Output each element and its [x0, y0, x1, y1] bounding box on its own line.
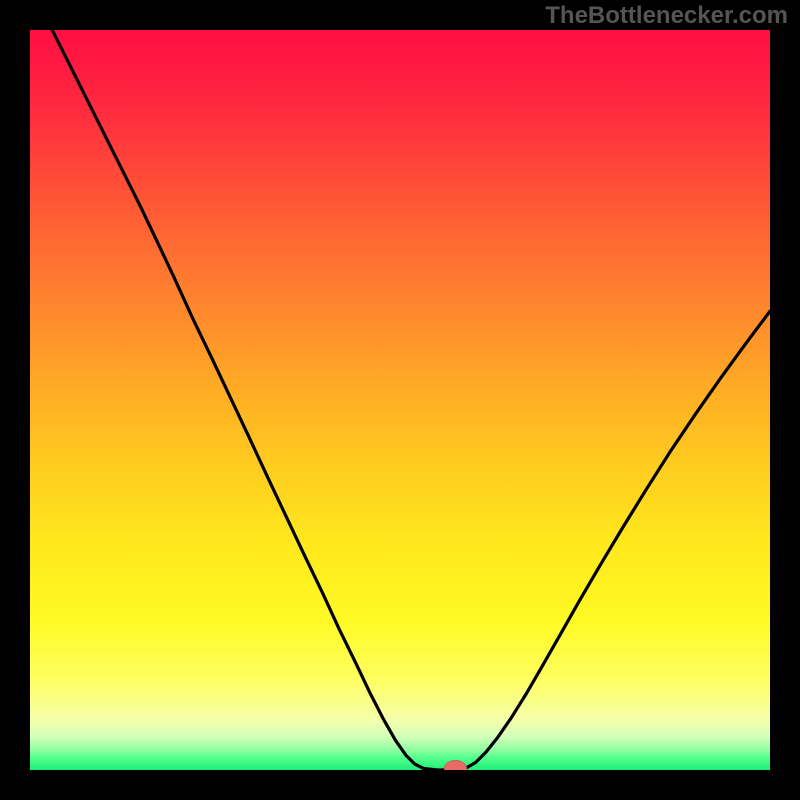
chart-container: TheBottlenecker.com — [0, 0, 800, 800]
chart-svg — [30, 30, 770, 770]
watermark-text: TheBottlenecker.com — [545, 2, 788, 30]
gradient-background — [30, 30, 770, 770]
plot-area — [30, 30, 770, 770]
